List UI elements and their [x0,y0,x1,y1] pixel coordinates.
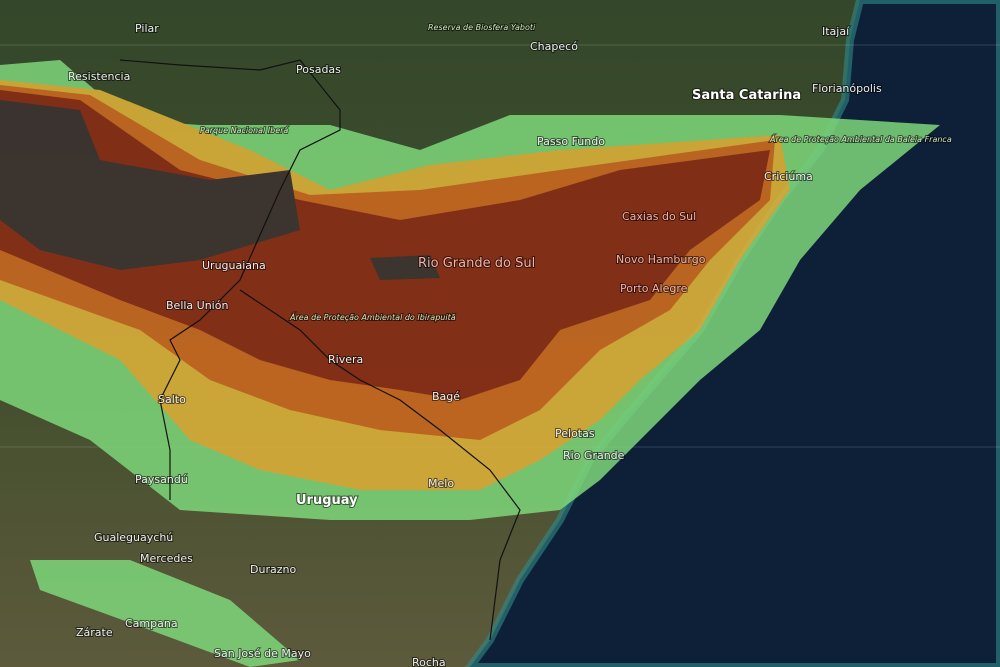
place-label: Pilar [135,22,159,35]
place-label: Uruguaiana [202,259,266,272]
place-label: Melo [428,477,454,490]
precip-very-high [0,90,770,400]
place-label: Mercedes [140,552,193,565]
place-label: Bella Unión [166,299,228,312]
place-label: Campana [125,617,178,630]
place-label: Porto Alegre [620,282,688,295]
park-label: Reserva de Biosfera Yaboti [428,23,536,32]
place-label: Passo Fundo [537,135,605,148]
park-label: Área de Proteção Ambiental do Ibirapuitã [289,311,456,322]
border [119,59,341,500]
place-label: Caxias do Sul [622,210,696,223]
place-label: Itajaí [822,25,850,38]
precip-extreme [370,255,440,280]
place-label: Zárate [76,626,113,639]
country-label: Uruguay [296,493,358,508]
place-label: Posadas [296,63,341,76]
park-label: Área de Proteção Ambiental da Baleia Fra… [769,133,952,144]
place-label: Gualeguaychú [94,531,173,544]
place-label: Bagé [432,390,460,403]
place-label: San José de Mayo [214,647,311,660]
precip-low [30,560,300,667]
place-label: Durazno [250,563,296,576]
region-label: Rio Grande do Sul [418,256,535,271]
place-label: Rivera [328,353,363,366]
precipitation-overlay [0,60,940,667]
park-label: Parque Nacional Iberá [200,126,288,135]
region-label: Santa Catarina [692,88,801,103]
place-label: Pelotas [555,427,595,440]
place-label: Novo Hamburgo [616,253,706,266]
precip-extreme [0,100,300,270]
place-label: Criciúma [764,170,813,183]
place-label: Resistencia [68,70,130,83]
border [239,289,521,641]
place-label: Florianópolis [812,82,882,95]
place-label: Paysandú [135,473,188,486]
place-label: Chapecó [530,40,578,53]
place-label: Salto [158,393,186,406]
place-label: Rocha [412,656,446,667]
place-label: Rio Grande [563,449,625,462]
